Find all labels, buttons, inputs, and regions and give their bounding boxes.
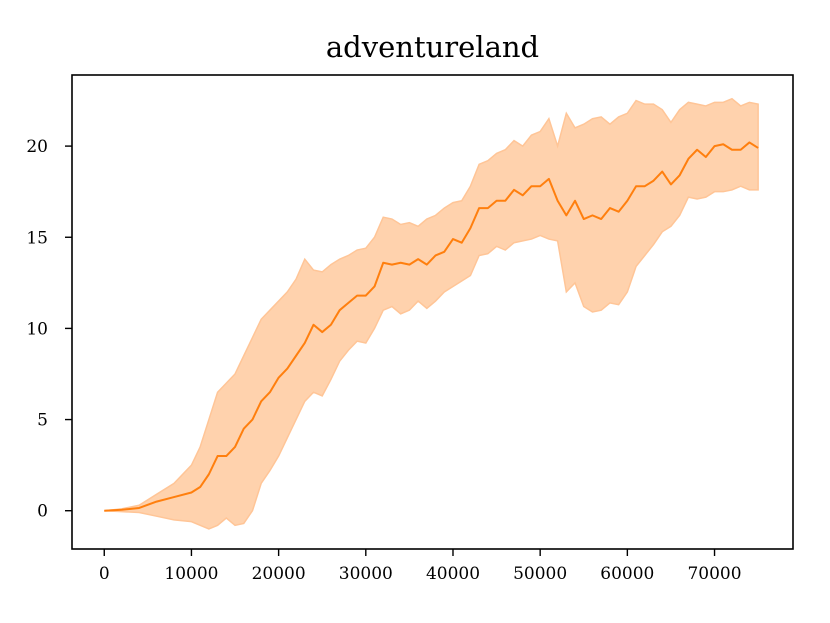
y-tick-label: 20 (26, 137, 48, 157)
y-tick-label: 5 (37, 411, 48, 431)
x-tick-label: 20000 (252, 564, 306, 584)
x-tick-label: 70000 (687, 564, 741, 584)
x-tick-label: 30000 (339, 564, 393, 584)
mean-line (104, 141, 759, 512)
chart-title: adventureland (325, 30, 540, 64)
y-tick-label: 0 (37, 502, 48, 522)
x-tick-label: 10000 (164, 564, 218, 584)
confidence-band (104, 97, 759, 530)
x-tick-label: 0 (99, 564, 110, 584)
plot-frame (71, 74, 794, 550)
x-tick-label: 60000 (600, 564, 654, 584)
x-tick-label: 40000 (426, 564, 480, 584)
x-tick-label: 50000 (513, 564, 567, 584)
y-tick-label: 15 (26, 228, 48, 248)
y-tick-label: 10 (26, 319, 48, 339)
